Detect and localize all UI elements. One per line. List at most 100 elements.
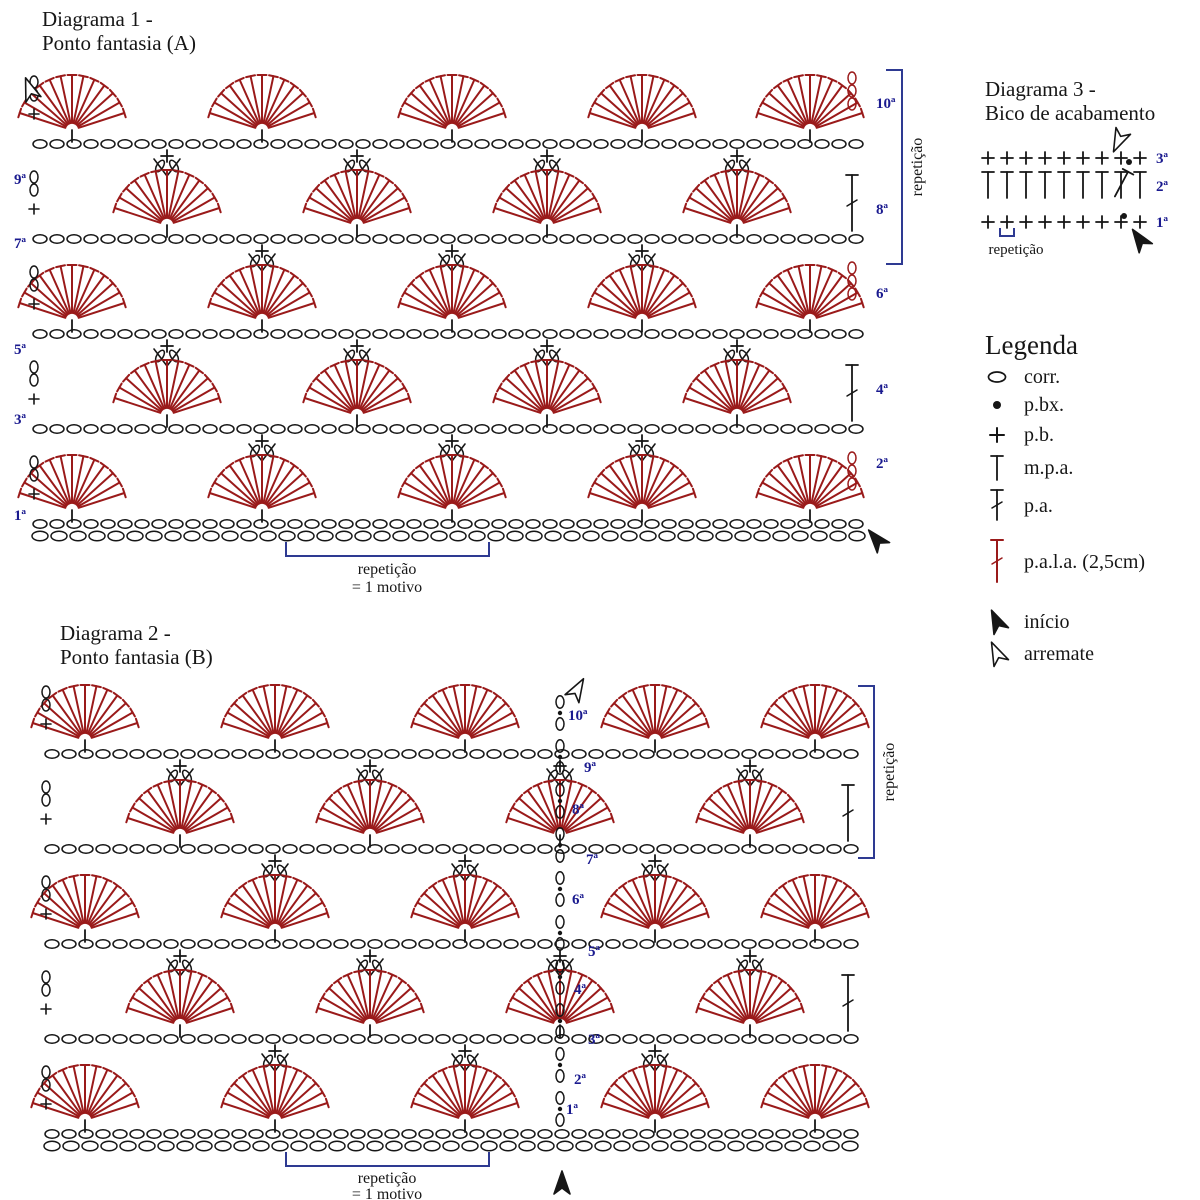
start-arrow-icon <box>553 1170 571 1195</box>
finish-arrow-icon <box>990 641 1010 668</box>
start-arrow-icon <box>1131 228 1154 254</box>
legend-item-label: m.p.a. <box>1024 457 1073 479</box>
row-label: 6ª <box>572 892 585 908</box>
legend-item-label: p.a. <box>1024 495 1053 517</box>
diagram3-repeat-bracket <box>999 228 1015 237</box>
fan-motif <box>760 1064 870 1133</box>
diagram1-motif-bracket <box>285 542 490 557</box>
diagram1-title-line2: Ponto fantasia (A) <box>42 31 196 55</box>
row-label: 7ª <box>14 236 27 252</box>
row-label: 2ª <box>876 456 889 472</box>
diagram1-vertical-repeat-label: repetição <box>909 138 926 197</box>
row-label: 8ª <box>572 802 585 818</box>
fan-motif <box>682 359 792 428</box>
legend-item-label: arremate <box>1024 643 1094 665</box>
fan-motif <box>207 264 317 333</box>
slanted-stitch <box>1113 168 1135 198</box>
legend-title: Legenda <box>985 330 1078 360</box>
fan-motif <box>755 264 865 333</box>
fan-motif <box>220 1064 330 1133</box>
long-double-crochet-icon <box>990 539 1004 583</box>
fan-motif <box>587 454 697 523</box>
diagram3-title-line2: Bico de acabamento <box>985 101 1155 125</box>
diagram2-motif-label-line1: repetição <box>358 1170 417 1187</box>
fan-motif <box>410 1064 520 1133</box>
legend-item: p.b. <box>989 424 1054 446</box>
row-label: 6ª <box>876 286 889 302</box>
pattern-row <box>30 874 870 977</box>
row-label: 2ª <box>574 1072 587 1088</box>
fan-motif <box>492 169 602 238</box>
diagram1-chart <box>17 71 891 554</box>
fan-motif <box>17 74 127 143</box>
legend-item: p.bx. <box>993 394 1064 416</box>
legend-item: início <box>990 609 1070 636</box>
fan-motif <box>125 969 235 1038</box>
fan-motif <box>302 169 412 238</box>
diagram2-vertical-repeat-bracket <box>858 685 875 859</box>
fan-motif <box>125 779 235 848</box>
fan-motif <box>695 779 805 848</box>
row-label: 5ª <box>14 342 27 358</box>
fan-motif <box>600 684 710 753</box>
row-label: 10ª <box>568 708 588 724</box>
fan-motif <box>682 169 792 238</box>
row-label: 5ª <box>588 944 601 960</box>
fan-motif <box>600 1064 710 1133</box>
row-label: 7ª <box>586 852 599 868</box>
row-label: 1ª <box>566 1102 579 1118</box>
slip-stitch-icon <box>993 401 1001 409</box>
fan-motif <box>30 684 140 753</box>
row-label: 3ª <box>588 1032 601 1048</box>
fan-motif <box>587 74 697 143</box>
legend-item-label: início <box>1024 611 1070 633</box>
pattern-row <box>17 261 865 367</box>
fan-motif <box>207 454 317 523</box>
diagram2-vertical-repeat-label: repetição <box>881 743 898 802</box>
pattern-row <box>17 71 865 177</box>
fan-motif <box>17 264 127 333</box>
finish-arrow-icon <box>1112 126 1132 153</box>
diagram3-chart <box>981 126 1154 254</box>
diagram1-motif-label-line1: repetição <box>358 561 417 578</box>
legend-item: p.a. <box>990 489 1053 521</box>
fan-motif <box>220 874 330 943</box>
fan-motif <box>492 359 602 428</box>
fan-motif <box>17 454 127 523</box>
row-label: 10ª <box>876 96 896 112</box>
fan-motif <box>30 1064 140 1133</box>
fan-motif <box>600 874 710 943</box>
diagram2-motif-bracket <box>285 1152 490 1167</box>
pattern-row <box>28 359 864 462</box>
pattern-row <box>30 1064 870 1139</box>
row-label: 9ª <box>584 760 597 776</box>
fan-motif <box>302 359 412 428</box>
fan-motif <box>410 874 520 943</box>
fan-motif <box>410 684 520 753</box>
diagram3-title-line1: Diagrama 3 - <box>985 77 1096 101</box>
fan-motif <box>207 74 317 143</box>
chain-icon <box>987 371 1007 383</box>
pattern-row <box>40 969 859 1072</box>
row-label: 1ª <box>1156 215 1169 231</box>
row-label: 2ª <box>1156 179 1169 195</box>
legend-item-label: p.a.l.a. (2,5cm) <box>1024 551 1145 573</box>
half-double-crochet-icon <box>990 455 1004 481</box>
start-arrow-icon <box>867 529 891 554</box>
pattern-row <box>30 684 870 787</box>
legend-item-label: corr. <box>1024 366 1060 388</box>
row-label: 3ª <box>1156 151 1169 167</box>
fan-motif <box>695 969 805 1038</box>
row-label: 3ª <box>14 412 27 428</box>
fan-motif <box>315 779 425 848</box>
legend-item: arremate <box>990 641 1094 668</box>
start-arrow-icon <box>990 609 1010 636</box>
legend-item: p.a.l.a. (2,5cm) <box>990 539 1145 583</box>
pattern-row <box>40 779 859 882</box>
diagram3-repeat-label: repetição <box>989 242 1044 258</box>
fan-motif <box>760 684 870 753</box>
legend-item: m.p.a. <box>990 455 1073 481</box>
legend-item-label: p.b. <box>1024 424 1054 446</box>
